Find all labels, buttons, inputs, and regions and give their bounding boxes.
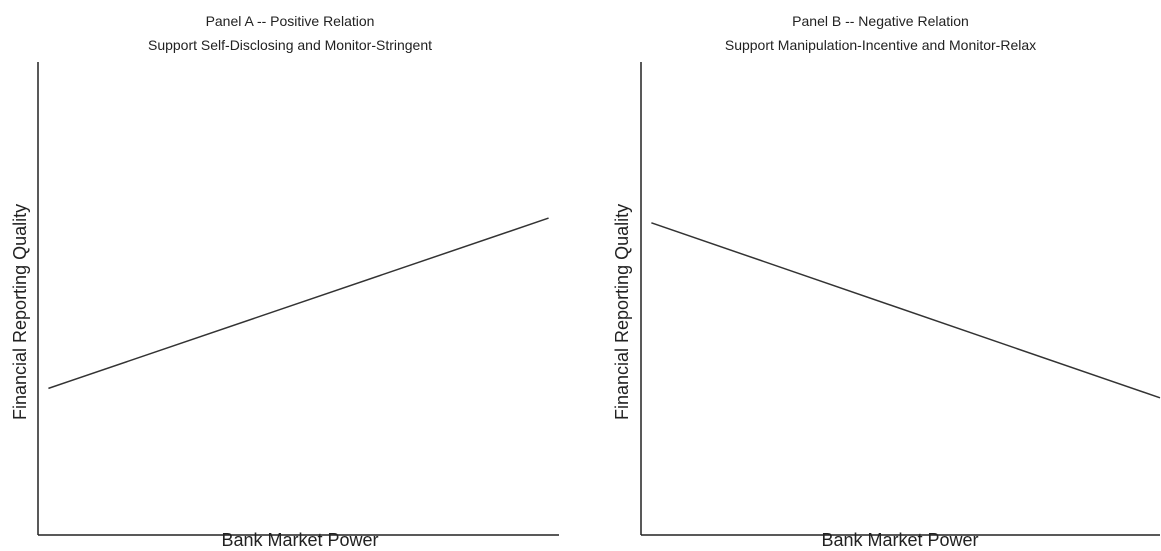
panel-b-plot [640, 62, 1161, 536]
panel-b-series-line [651, 222, 1161, 399]
panel-b-title: Panel B -- Negative Relation [792, 13, 969, 29]
panel-a-subtitle: Support Self-Disclosing and Monitor-Stri… [147, 37, 433, 53]
panel-a-plot [37, 62, 559, 536]
panel-a-title: Panel A -- Positive Relation [205, 13, 375, 29]
panel-a: Panel A -- Positive Relation Support Sel… [0, 0, 580, 551]
panel-b: Panel B -- Negative Relation Support Man… [600, 0, 1161, 551]
panel-a-series-line [48, 217, 549, 390]
panel-b-subtitle: Support Manipulation-Incentive and Monit… [724, 37, 1037, 53]
